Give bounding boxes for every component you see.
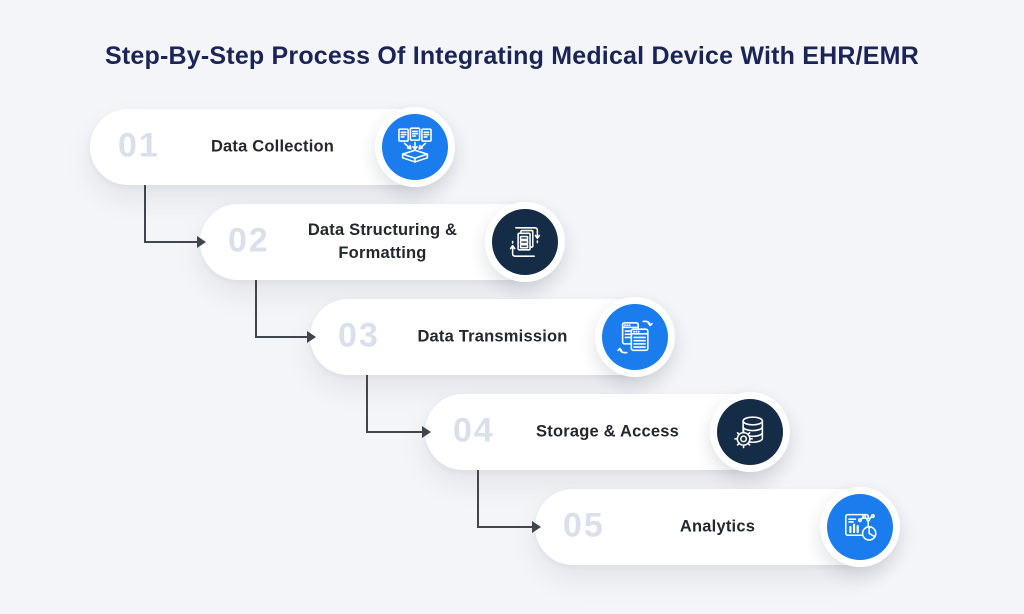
data-collection-icon	[382, 114, 448, 180]
step-icon-badge	[820, 487, 900, 567]
connector-arrow-4-5	[477, 470, 541, 533]
step-label: Data Structuring & Formatting	[307, 220, 458, 262]
step-number: 03	[338, 316, 380, 355]
data-transmission-icon	[602, 304, 668, 370]
step-icon-badge	[595, 297, 675, 377]
step-number: 01	[118, 126, 160, 165]
step-label: Data Collection	[210, 137, 335, 156]
step-label: Storage & Access	[536, 422, 679, 441]
step-number: 02	[228, 221, 270, 260]
step-card-data-collection: 01 Data Collection	[90, 107, 455, 187]
analytics-icon	[827, 494, 893, 560]
step-card-data-transmission: 03 Data Transmission	[310, 297, 675, 377]
storage-access-icon	[717, 399, 783, 465]
step-number: 05	[563, 506, 605, 545]
step-label: Data Transmission	[417, 327, 568, 346]
step-card-storage-access: 04 Storage & Access	[425, 392, 790, 472]
step-icon-badge	[375, 107, 455, 187]
connector-arrow-2-3	[255, 280, 316, 343]
step-number: 04	[453, 411, 495, 450]
connector-arrow-3-4	[366, 375, 431, 438]
step-card-data-structuring: 02 Data Structuring & Formatting	[200, 202, 565, 282]
step-icon-badge	[710, 392, 790, 472]
step-card-analytics: 05 Analytics	[535, 487, 900, 567]
page-title: Step-By-Step Process Of Integrating Medi…	[105, 42, 919, 70]
step-label: Analytics	[679, 517, 756, 536]
connector-arrow-1-2	[144, 185, 206, 248]
step-icon-badge	[485, 202, 565, 282]
data-structuring-icon	[492, 209, 558, 275]
